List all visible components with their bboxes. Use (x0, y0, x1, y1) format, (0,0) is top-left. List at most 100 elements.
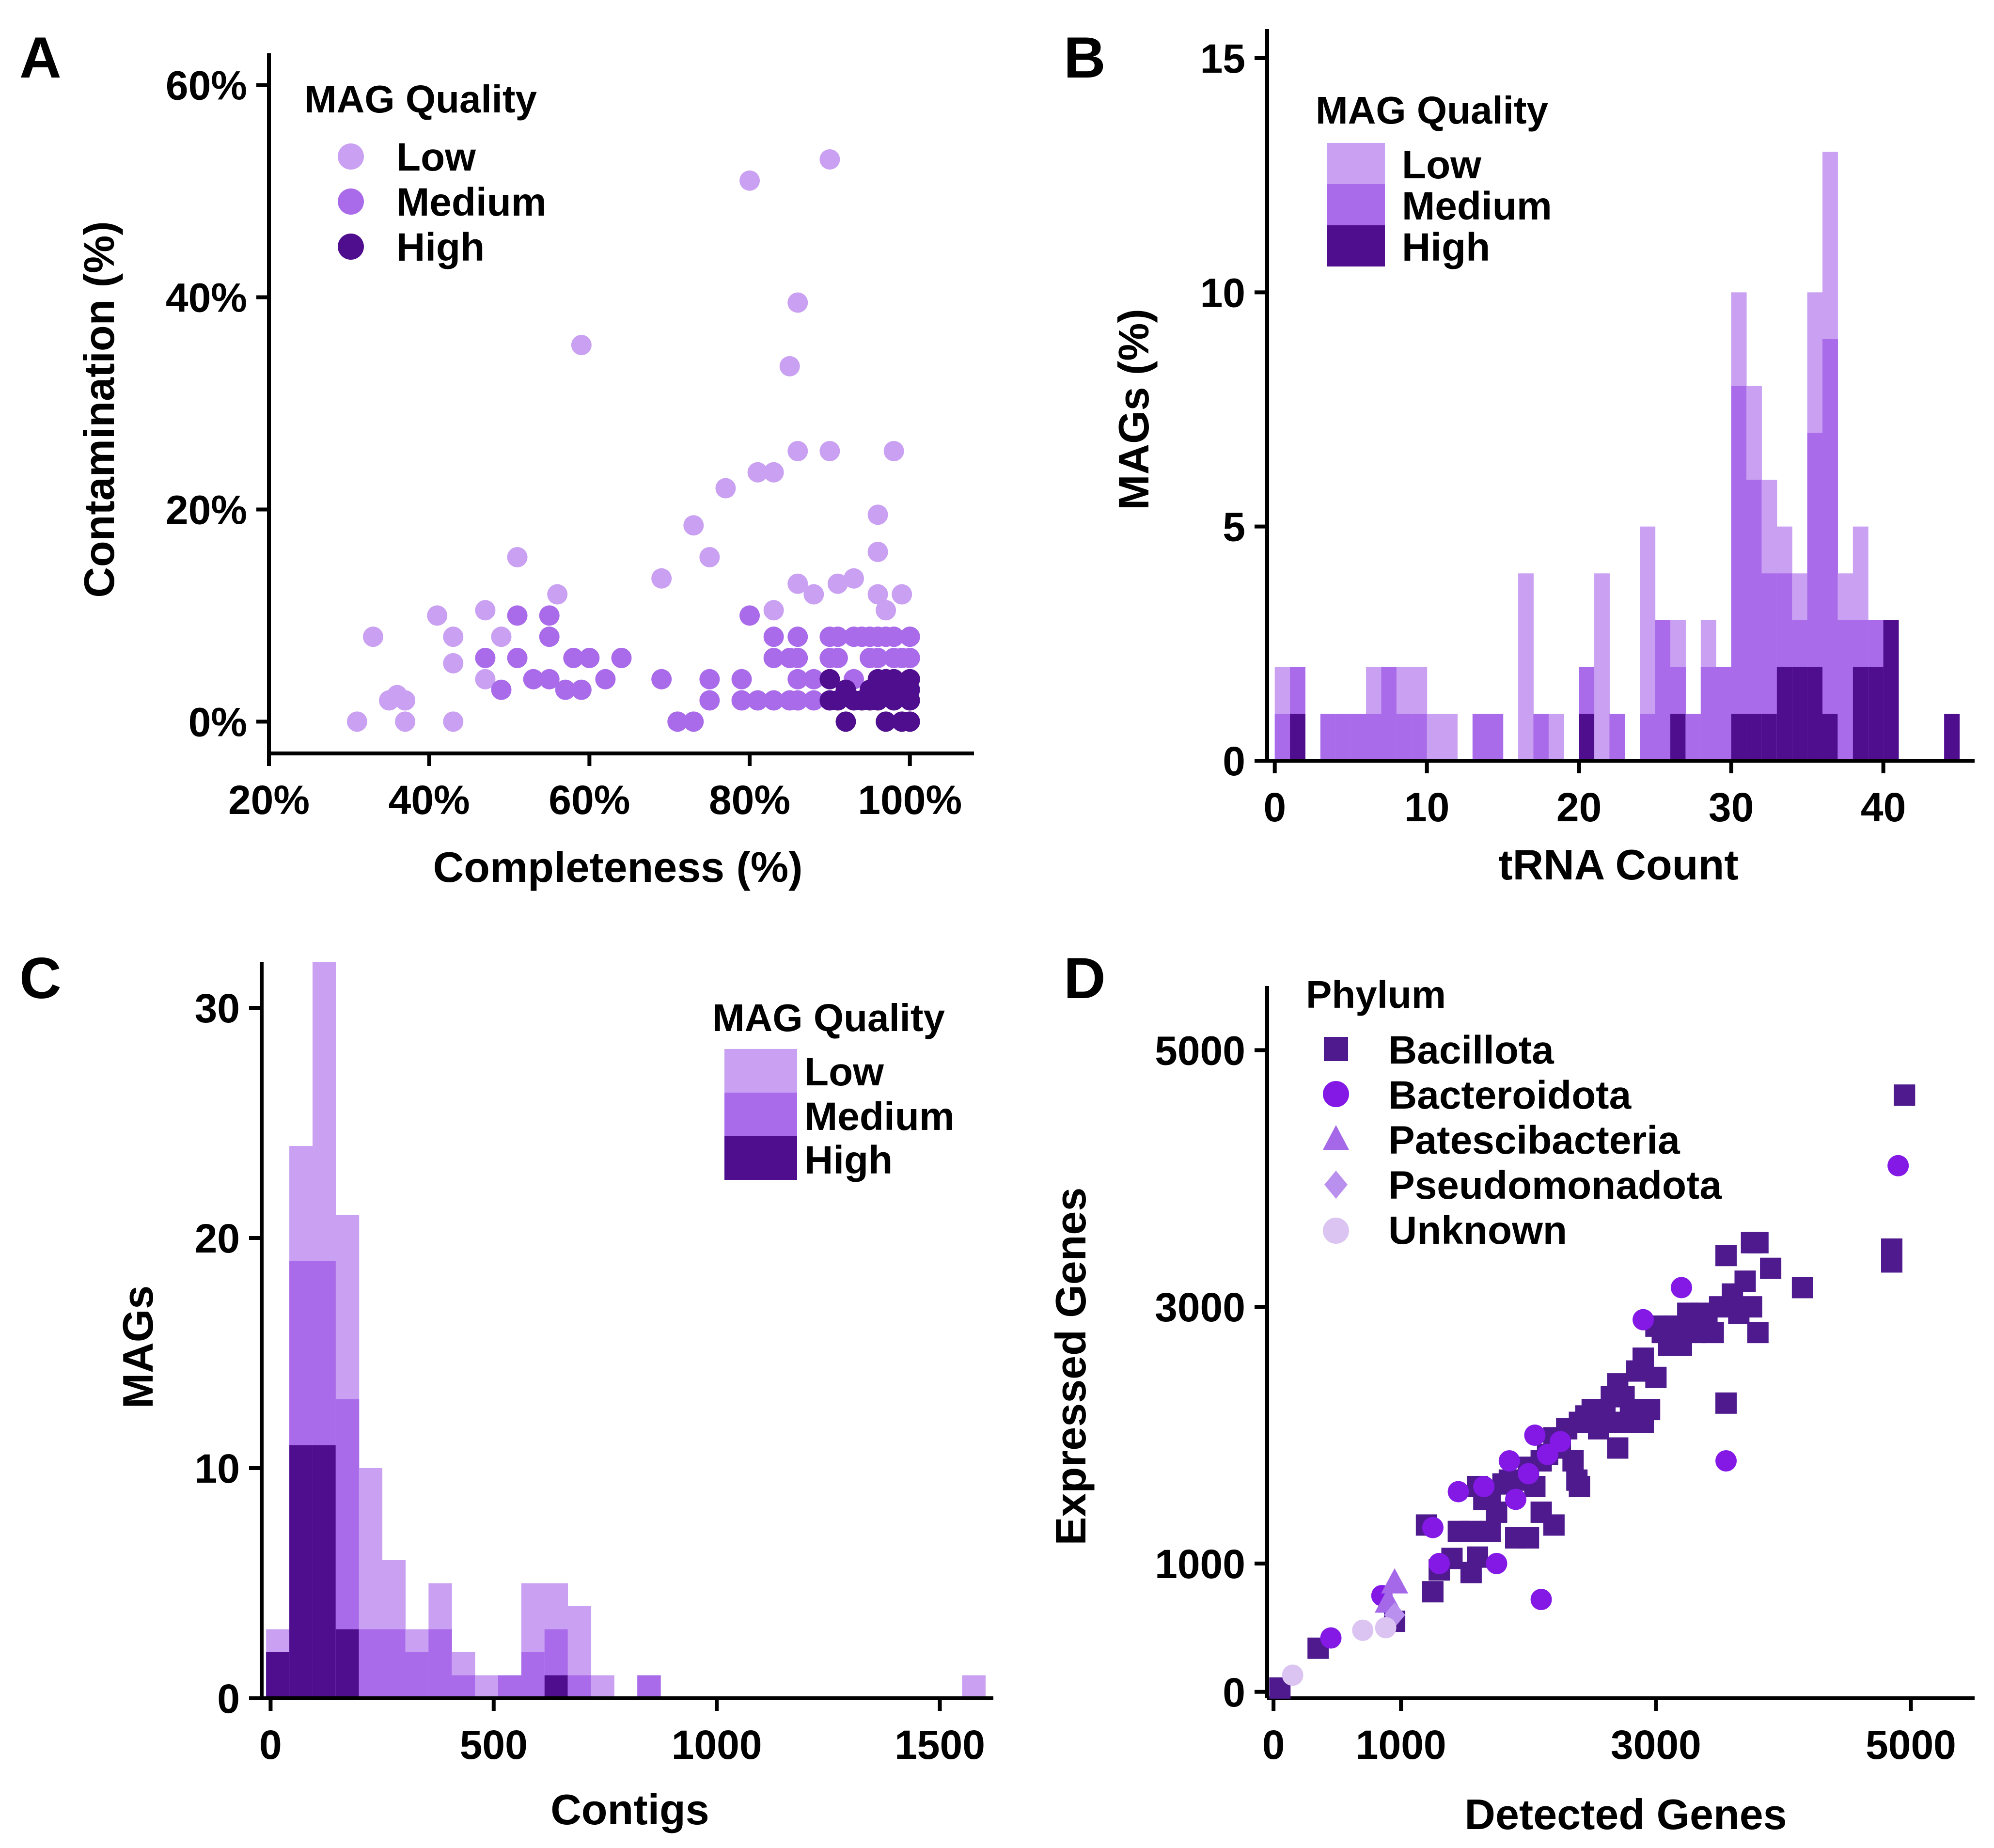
panel-c-bar-low (591, 1675, 614, 1698)
panel-b-bar-low (1548, 714, 1564, 761)
panel-a-point-medium (507, 605, 528, 626)
panel-d-legend-bacteroidota-swatch (1323, 1081, 1349, 1107)
panel-a-point-low (867, 542, 888, 563)
panel-c-legend-medium-swatch (724, 1093, 797, 1136)
panel-a-point-medium (595, 669, 616, 689)
panel-d-legend-patescibacteria-swatch (1323, 1125, 1349, 1150)
panel-b-bar-high (1792, 667, 1808, 761)
panel-a-point-medium (539, 669, 560, 689)
panel-c-bar-medium (359, 1629, 383, 1698)
panel-a-point-low (475, 600, 496, 621)
panel-b-legend-medium: Medium (1402, 184, 1552, 228)
panel-a-point-medium (699, 669, 720, 689)
panel-b-bar-high (1761, 714, 1777, 761)
panel-a-point-medium (827, 626, 848, 647)
panel-d-point-bacillota (1569, 1475, 1590, 1497)
panel-b-bar-medium (1350, 714, 1366, 761)
panel-c-bar-medium (567, 1675, 591, 1698)
panel-b-bar-low (1442, 714, 1458, 761)
panel-c-legend-low-swatch (724, 1049, 797, 1093)
panel-b-legend-low-swatch (1327, 143, 1385, 184)
panel-c-bar-medium (428, 1629, 452, 1698)
panel-a-xlabel: Completeness (%) (433, 843, 803, 891)
panel-d-point-bacteroidota (1530, 1589, 1552, 1611)
panel-c: C Contigs MAGs MAG Quality Low Medium Hi… (19, 946, 993, 1833)
panel-a-point-low (739, 170, 760, 191)
panel-d-y-tick-label: 3000 (1155, 1284, 1245, 1330)
panel-d-point-bacteroidota (1473, 1475, 1495, 1497)
panel-d-point-bacillota (1633, 1347, 1654, 1369)
panel-a-point-low (867, 504, 888, 525)
panel-a-point-medium (579, 647, 600, 668)
panel-b-bar-medium (1822, 339, 1838, 761)
panel-a-point-low (443, 711, 464, 732)
panel-a-y-tick-label: 0% (188, 699, 247, 745)
panel-b-bar-high (1746, 714, 1762, 761)
panel-c-letter: C (19, 946, 62, 1011)
panel-c-bar-medium (521, 1652, 545, 1698)
panel-b-letter: B (1064, 25, 1106, 90)
panel-d-point-bacteroidota (1887, 1155, 1909, 1176)
panel-b-y-tick-label: 15 (1200, 36, 1245, 81)
panel-b-bar-high (1579, 714, 1595, 761)
panel-d-point-bacteroidota (1670, 1277, 1692, 1299)
panel-d-point-bacillota (1601, 1411, 1622, 1433)
panel-d-point-bacillota (1460, 1520, 1482, 1542)
panel-b-bar-high (1731, 714, 1747, 761)
panel-a-point-low (827, 573, 848, 594)
panel-d-point-bacteroidota (1715, 1450, 1737, 1472)
panel-a-ylabel: Contamination (%) (75, 221, 123, 597)
panel-b-bar-medium (1640, 714, 1656, 761)
panel-d-point-unknown (1282, 1664, 1303, 1686)
panel-b-legend-title: MAG Quality (1316, 89, 1549, 132)
panel-b-x-tick-label: 20 (1556, 784, 1601, 830)
panel-d-point-bacteroidota (1320, 1627, 1342, 1649)
panel-a-point-medium (739, 605, 760, 626)
panel-d-legend-unknown-swatch (1323, 1218, 1349, 1244)
panel-d-point-bacillota (1760, 1257, 1782, 1279)
panel-a-point-medium (491, 679, 512, 700)
panel-d-legend-bacteroidota: Bacteroidota (1388, 1073, 1632, 1117)
panel-d: D Detected Genes Expressed Genes Phylum … (1047, 946, 1975, 1838)
panel-d-point-unknown (1352, 1619, 1374, 1641)
panel-d-point-bacteroidota (1422, 1517, 1444, 1538)
panel-a-point-low (876, 600, 896, 621)
panel-d-point-bacillota (1486, 1501, 1507, 1523)
panel-a-point-medium (787, 626, 808, 647)
panel-b-bar-high (1776, 667, 1792, 761)
panel-d-y-tick-label: 1000 (1155, 1541, 1245, 1587)
panel-a-point-low (763, 600, 784, 621)
panel-a-legend-medium: Medium (396, 180, 547, 224)
panel-a-y-tick-label: 60% (166, 63, 247, 109)
panel-c-x-tick-label: 1500 (895, 1722, 985, 1768)
panel-c-x-tick-label: 1000 (672, 1722, 762, 1768)
panel-b-bar-high (1868, 667, 1884, 761)
panel-b-bar-medium (1472, 714, 1488, 761)
panel-d-legend-title: Phylum (1306, 973, 1446, 1016)
panel-d-x-tick-label: 0 (1262, 1722, 1285, 1768)
panel-a-legend-high: High (396, 225, 485, 269)
panel-b: B tRNA Count MAGs (%) MAG Quality Low Me… (1064, 25, 1975, 889)
panel-b-bar-medium (1381, 667, 1397, 761)
panel-d-x-tick-label: 5000 (1866, 1722, 1956, 1768)
panel-a-point-medium (827, 647, 848, 668)
panel-d-point-bacillota (1479, 1520, 1501, 1542)
panel-b-bar-high (1670, 714, 1686, 761)
panel-c-bar-high (544, 1675, 568, 1698)
panel-a-point-medium (563, 647, 584, 668)
panel-b-bar-high (1290, 714, 1305, 761)
panel-b-y-tick-label: 5 (1223, 504, 1245, 550)
panel-d-point-bacillota (1562, 1450, 1584, 1472)
panel-a-y-tick-label: 20% (166, 487, 247, 532)
panel-d-point-bacillota (1467, 1546, 1489, 1568)
panel-a-point-medium (747, 690, 768, 711)
panel-d-point-patescibacteria (1381, 1568, 1409, 1594)
panel-b-bar-medium (1700, 667, 1716, 761)
panel-a-point-low (395, 711, 416, 732)
panel-a-point-low (683, 515, 704, 536)
panel-a-point-low (427, 605, 448, 626)
panel-d-point-bacillota (1791, 1277, 1813, 1299)
panel-d-point-bacillota (1422, 1581, 1444, 1603)
panel-a-point-medium (683, 711, 704, 732)
